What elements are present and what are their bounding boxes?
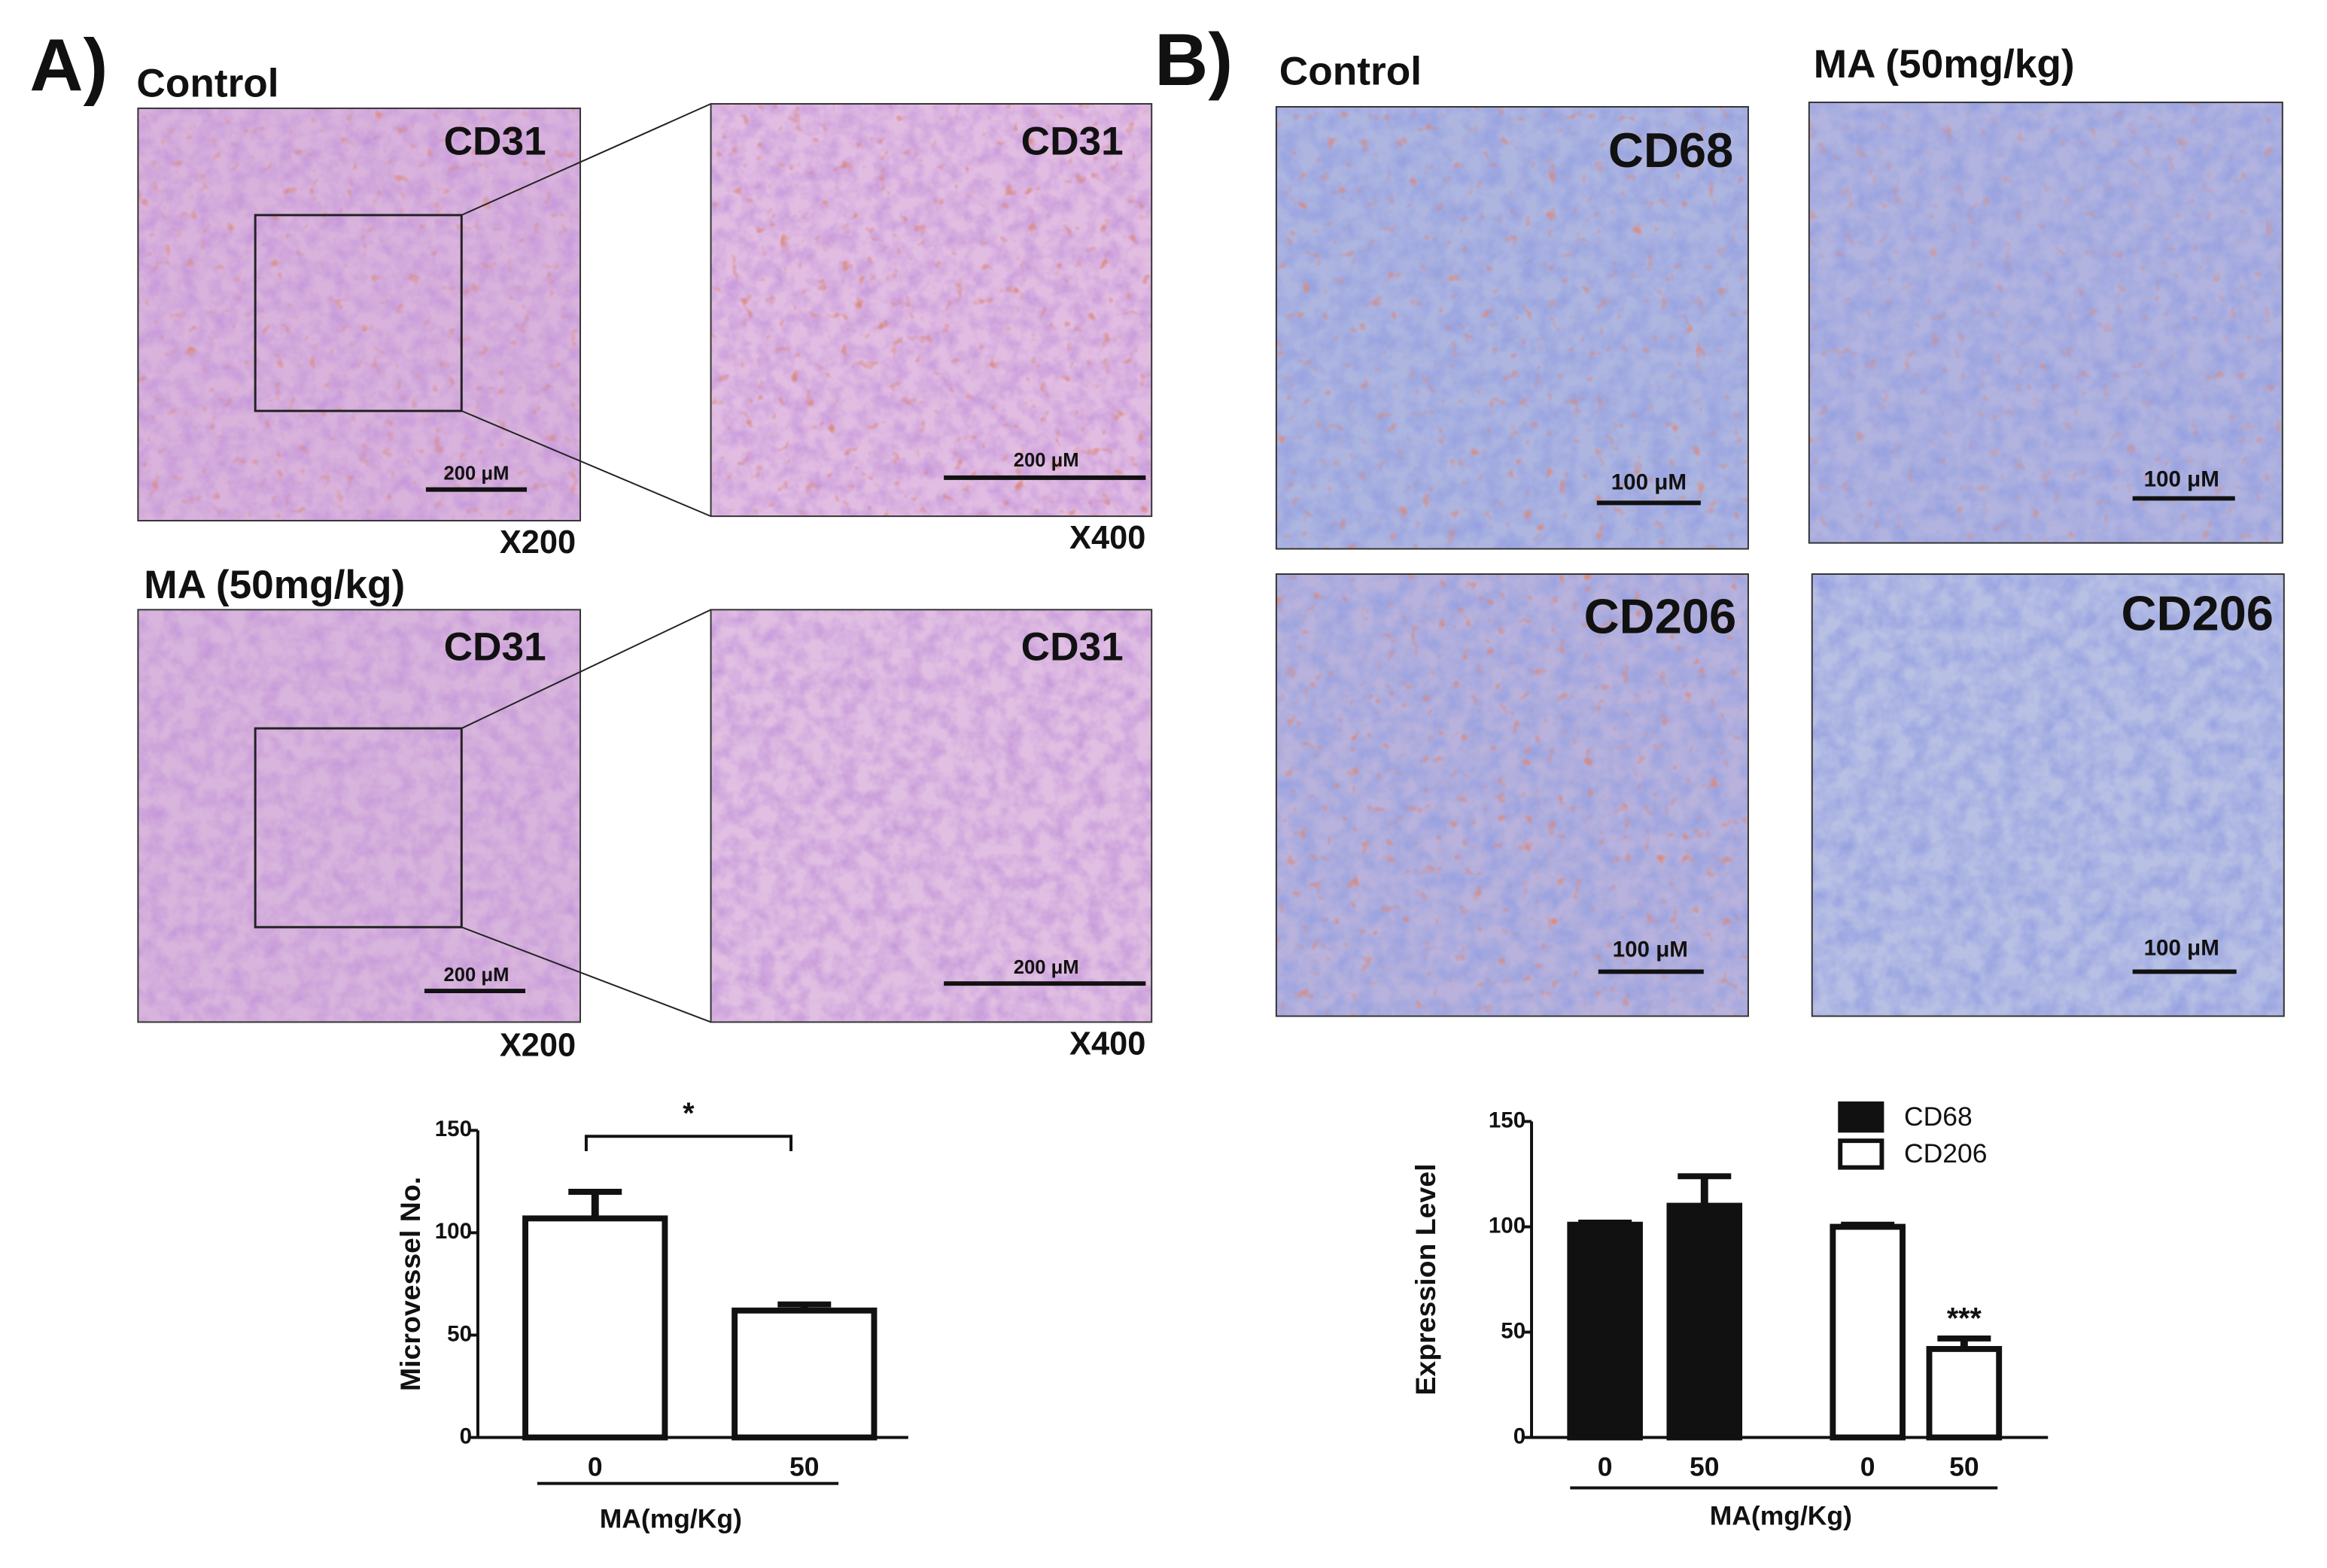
column-label: MA (50mg/kg)	[1814, 42, 2075, 87]
y-tick-label: 0	[1513, 1424, 1525, 1448]
panel-a: A) Control MA (50mg/kg) CD31 CD31 CD31 C…	[29, 24, 1153, 1063]
x-tick-label: 0	[1598, 1451, 1613, 1481]
significance: *	[683, 1097, 695, 1130]
legend-label: CD68	[1904, 1102, 1973, 1132]
panel-b: B) Control MA (50mg/kg) CD68 CD206 CD206…	[1154, 18, 2285, 1017]
legend-swatch	[1838, 1138, 1884, 1170]
scale-label: 200 μM	[1014, 957, 1079, 978]
stain-label: CD31	[444, 119, 546, 163]
bar	[1666, 1202, 1743, 1441]
stain-label: CD206	[2122, 585, 2274, 640]
y-tick-label: 50	[447, 1321, 472, 1346]
column-label: Control	[1279, 50, 1422, 94]
scale-label: 100 μM	[2144, 936, 2219, 961]
bar	[1926, 1345, 2003, 1441]
magnification: X400	[1069, 520, 1145, 556]
magnification: X400	[1069, 1026, 1145, 1062]
legend-label: CD206	[1904, 1138, 1987, 1168]
stain-label: CD206	[1584, 588, 1737, 643]
x-tick-label: 50	[1949, 1451, 1979, 1481]
magnification: X200	[500, 1027, 576, 1063]
panel-label: B)	[1154, 18, 1233, 101]
stain-label: CD31	[1021, 625, 1124, 670]
x-axis-label: MA(mg/Kg)	[1710, 1500, 1852, 1530]
x-axis-label: MA(mg/Kg)	[600, 1503, 742, 1533]
bar	[522, 1215, 668, 1441]
micrograph	[1275, 102, 2285, 1017]
x-tick-label: 50	[789, 1451, 819, 1481]
scale-label: 200 μM	[444, 463, 510, 485]
scale-label: 100 μM	[2144, 467, 2219, 492]
y-tick-label: 100	[1489, 1213, 1525, 1238]
group-label: Control	[136, 61, 278, 105]
scale-label: 200 μM	[444, 965, 510, 986]
y-axis-label: Expression Level	[1410, 1163, 1441, 1395]
scale-label: 100 μM	[1611, 470, 1687, 495]
scale-label: 200 μM	[1014, 450, 1079, 471]
stain-label: CD31	[444, 625, 546, 670]
legend-swatch	[1838, 1101, 1884, 1133]
scale-label: 100 μM	[1613, 937, 1688, 962]
y-tick-label: 150	[1489, 1108, 1525, 1132]
x-tick-label: 0	[1860, 1451, 1875, 1481]
y-tick-label: 150	[435, 1117, 472, 1141]
stain-label: CD31	[1021, 119, 1124, 163]
bar	[1830, 1223, 1906, 1441]
group-label: MA (50mg/kg)	[144, 563, 405, 607]
y-tick-label: 100	[435, 1219, 472, 1244]
micrograph	[137, 103, 1153, 1023]
stain-label: CD68	[1608, 123, 1733, 178]
x-tick-label: 0	[588, 1451, 603, 1481]
magnification: X200	[500, 524, 576, 561]
y-tick-label: 0	[460, 1424, 472, 1448]
annotation: ***	[1947, 1302, 1982, 1336]
significance-bracket	[584, 1135, 793, 1151]
bar	[1567, 1221, 1643, 1441]
y-tick-label: 50	[1501, 1318, 1525, 1343]
y-axis-label: Microvessel No.	[394, 1177, 426, 1391]
panel-label: A)	[29, 24, 108, 107]
x-tick-label: 50	[1690, 1451, 1719, 1481]
bar	[732, 1307, 878, 1441]
